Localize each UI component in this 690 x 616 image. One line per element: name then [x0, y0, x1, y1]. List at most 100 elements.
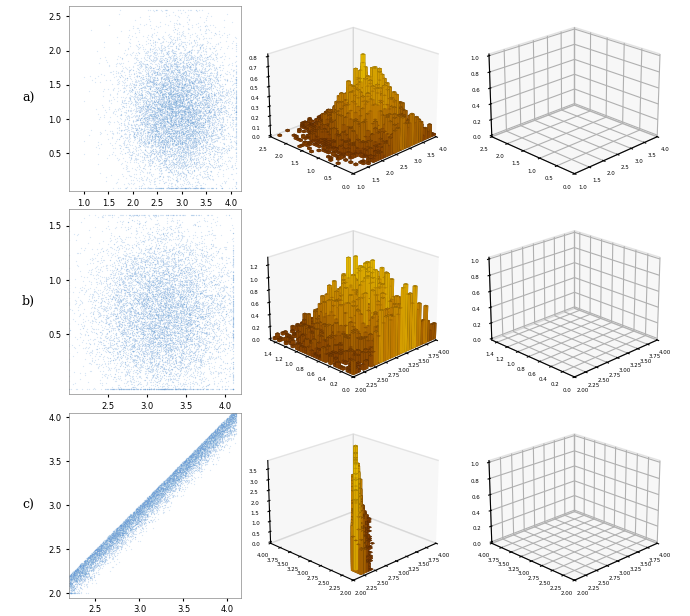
- Point: [135, 282, 146, 291]
- Point: [112, 314, 123, 323]
- Point: [166, 60, 177, 70]
- Point: [145, 97, 156, 107]
- Point: [199, 286, 210, 296]
- Point: [165, 181, 176, 191]
- Point: [112, 153, 123, 163]
- Point: [99, 283, 110, 293]
- Point: [171, 468, 182, 477]
- Point: [133, 80, 144, 90]
- Point: [77, 570, 88, 580]
- Point: [121, 339, 132, 349]
- Point: [189, 182, 200, 192]
- Point: [143, 299, 154, 309]
- Point: [141, 511, 152, 521]
- Point: [110, 354, 121, 364]
- Point: [153, 384, 164, 394]
- Point: [155, 72, 166, 82]
- Point: [212, 126, 223, 136]
- Point: [150, 309, 161, 318]
- Point: [141, 134, 152, 144]
- Point: [206, 429, 217, 439]
- Point: [118, 338, 129, 347]
- Point: [65, 573, 76, 583]
- Point: [226, 359, 237, 368]
- Point: [180, 469, 191, 479]
- Point: [197, 269, 208, 279]
- Point: [184, 282, 195, 291]
- Point: [201, 216, 213, 226]
- Point: [84, 551, 95, 561]
- Point: [168, 285, 179, 294]
- Point: [160, 93, 171, 103]
- Point: [76, 567, 87, 577]
- Point: [135, 503, 146, 513]
- Point: [181, 239, 192, 249]
- Point: [152, 310, 163, 320]
- Point: [177, 157, 188, 167]
- Point: [195, 120, 206, 129]
- Point: [183, 108, 194, 118]
- Point: [75, 566, 86, 576]
- Point: [137, 501, 148, 511]
- Point: [167, 131, 178, 141]
- Point: [157, 114, 168, 124]
- Point: [107, 535, 118, 545]
- Point: [166, 103, 177, 113]
- Point: [115, 525, 126, 535]
- Point: [217, 417, 228, 427]
- Point: [168, 89, 179, 99]
- Point: [168, 471, 179, 481]
- Point: [112, 294, 124, 304]
- Point: [85, 566, 96, 576]
- Point: [179, 363, 190, 373]
- Point: [179, 461, 190, 471]
- Point: [211, 426, 222, 436]
- Point: [152, 73, 163, 83]
- Point: [185, 88, 196, 98]
- Point: [188, 451, 199, 461]
- Point: [119, 371, 130, 381]
- Point: [109, 83, 120, 92]
- Point: [179, 357, 190, 367]
- Point: [190, 107, 201, 117]
- Point: [198, 100, 209, 110]
- Point: [161, 127, 172, 137]
- Point: [119, 327, 130, 337]
- Point: [211, 73, 222, 83]
- Point: [160, 480, 171, 490]
- Point: [133, 123, 144, 132]
- Point: [95, 543, 106, 553]
- Point: [152, 134, 164, 144]
- Point: [193, 448, 204, 458]
- Point: [230, 124, 241, 134]
- Point: [161, 84, 172, 94]
- Point: [153, 156, 164, 166]
- Point: [100, 306, 111, 315]
- Point: [141, 312, 152, 322]
- Point: [179, 317, 190, 326]
- Point: [75, 560, 86, 570]
- Point: [195, 288, 206, 298]
- Point: [208, 120, 219, 129]
- Point: [166, 87, 177, 97]
- Point: [221, 76, 233, 86]
- Point: [182, 168, 193, 177]
- Point: [124, 521, 135, 530]
- Point: [131, 124, 142, 134]
- Point: [108, 116, 119, 126]
- Point: [190, 465, 201, 475]
- Point: [230, 428, 241, 437]
- Point: [194, 107, 205, 116]
- Point: [145, 38, 156, 48]
- Point: [130, 229, 141, 238]
- Point: [180, 298, 191, 307]
- Point: [161, 486, 172, 496]
- Point: [96, 300, 107, 310]
- Point: [129, 96, 140, 106]
- Point: [216, 420, 227, 430]
- Point: [213, 346, 224, 356]
- Point: [145, 108, 156, 118]
- Point: [146, 354, 157, 364]
- Point: [200, 437, 211, 447]
- Point: [172, 142, 184, 152]
